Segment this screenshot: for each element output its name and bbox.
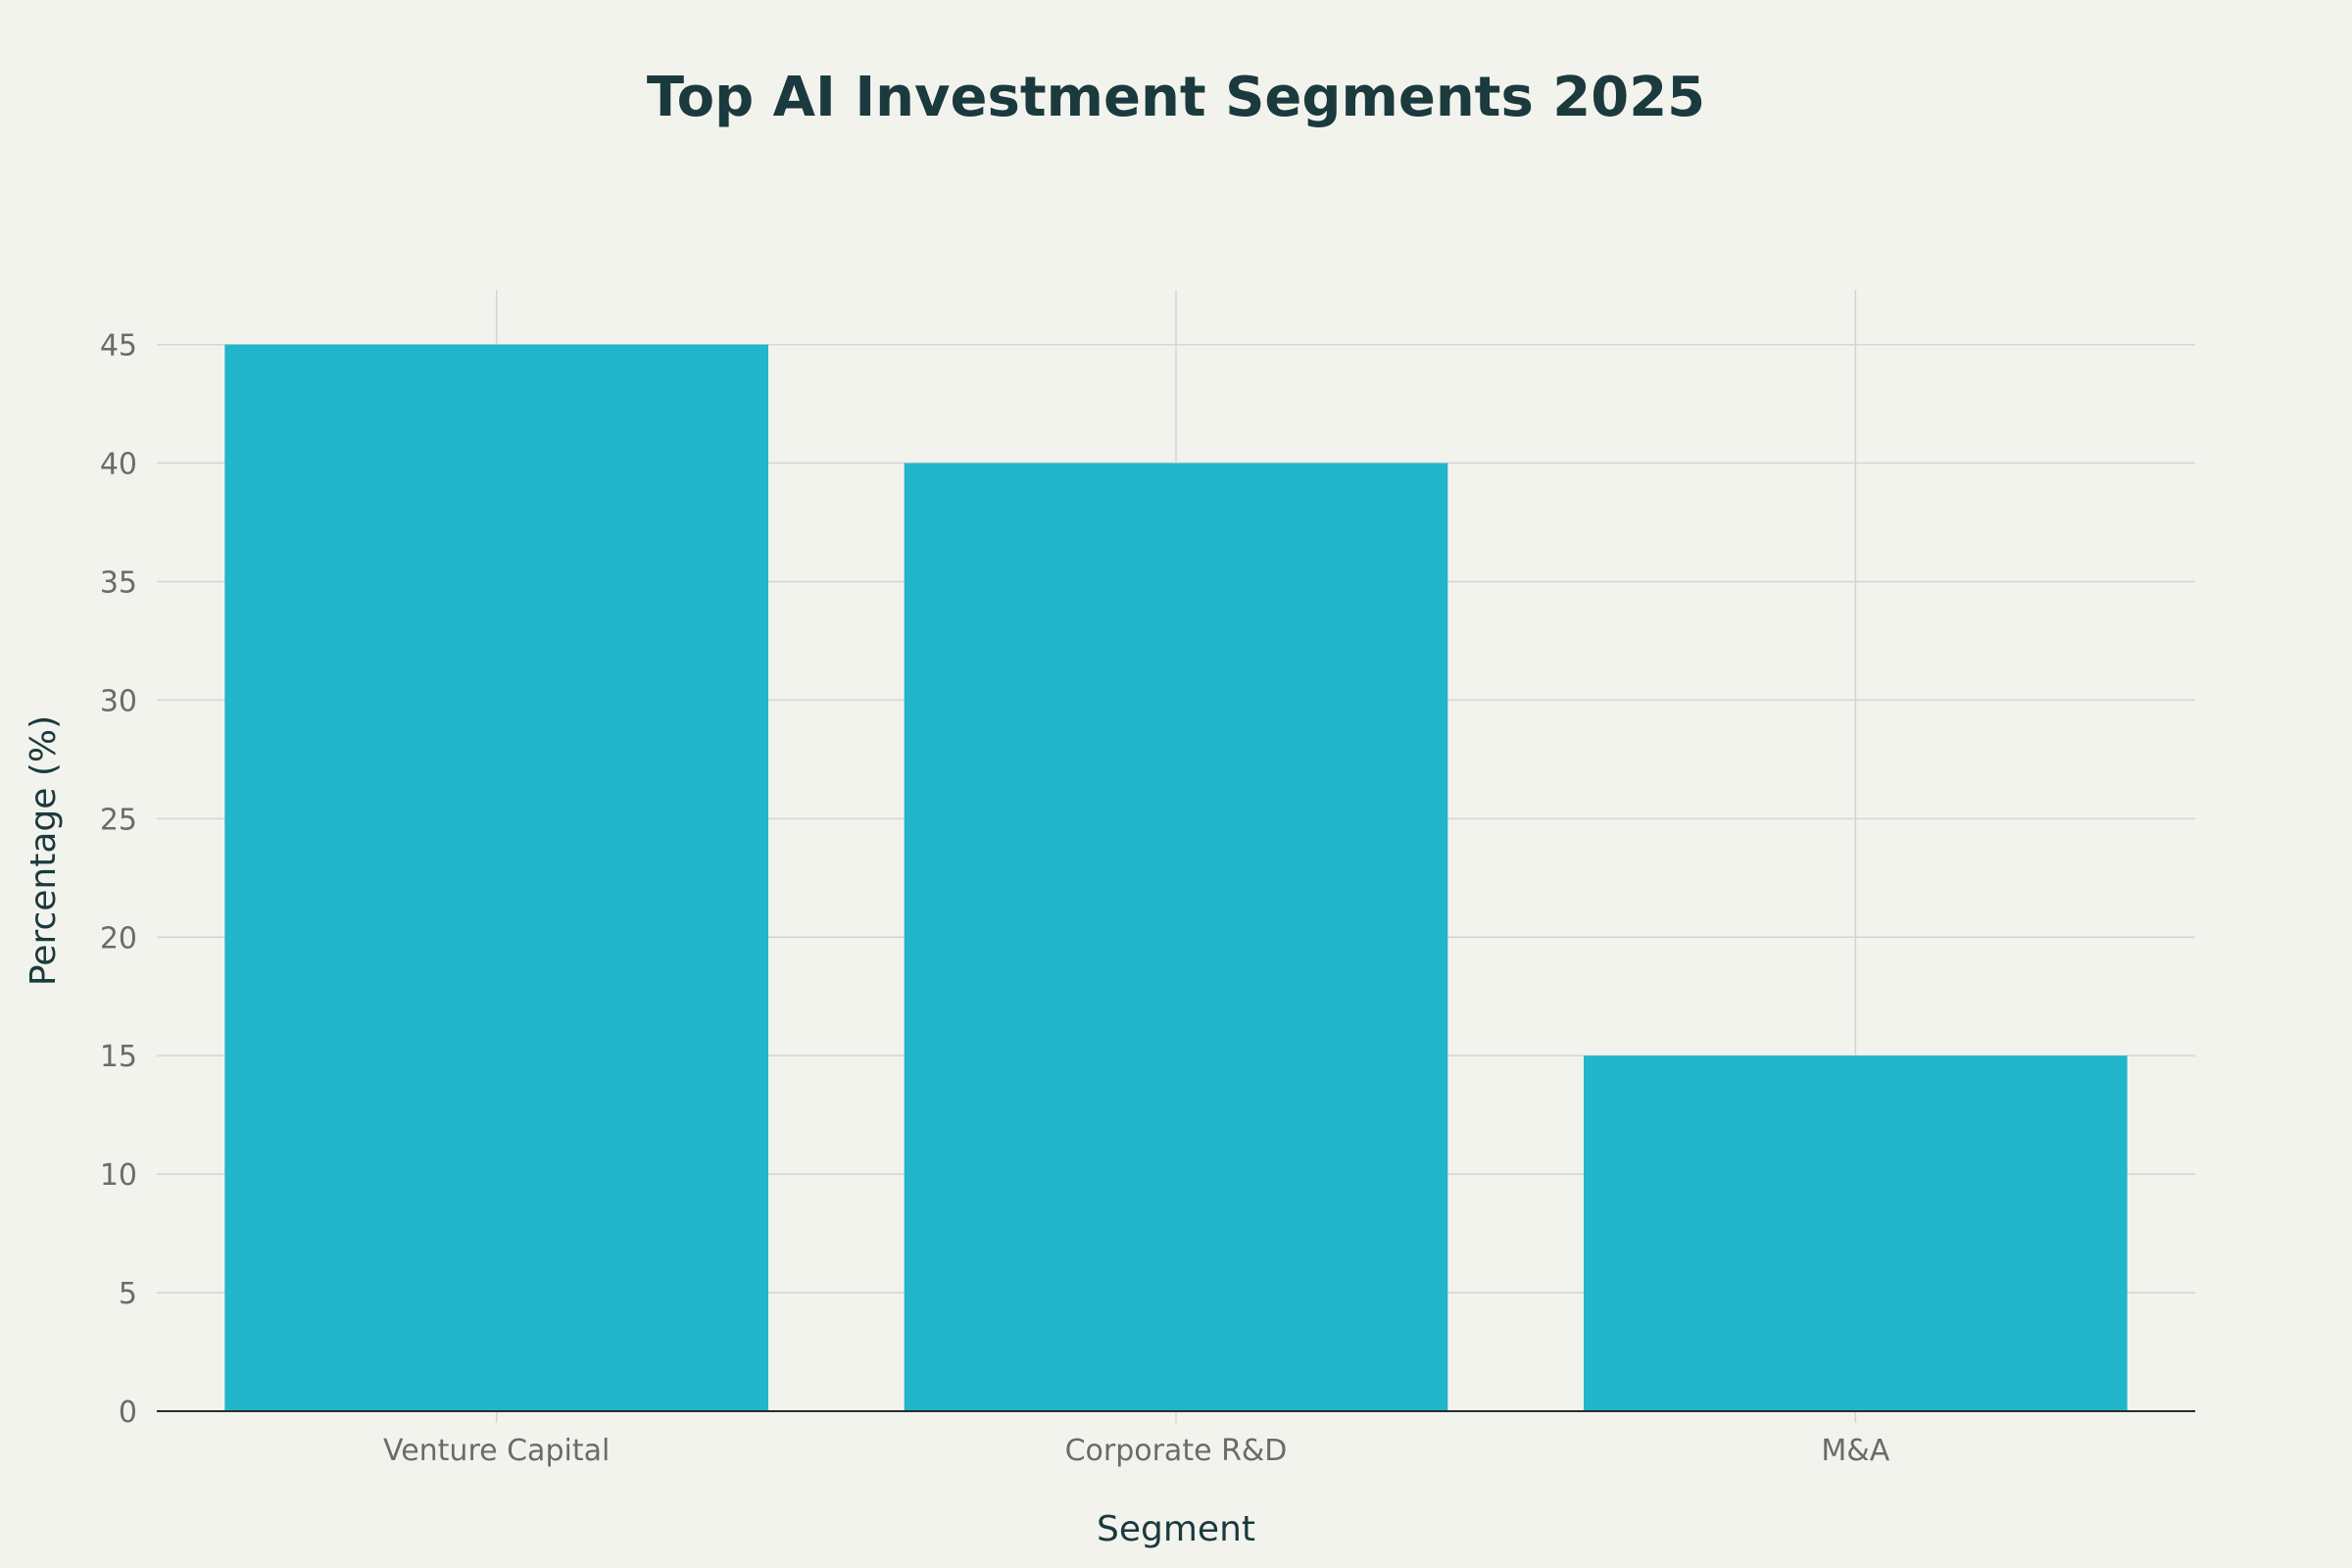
x-tick-label: Venture Capital bbox=[383, 1434, 610, 1468]
y-tick-label: 30 bbox=[100, 684, 137, 718]
y-tick-label: 40 bbox=[100, 448, 137, 482]
y-tick-label: 5 bbox=[119, 1277, 137, 1311]
y-tick-label: 10 bbox=[100, 1158, 137, 1193]
y-tick-labels: 0 5 10 15 20 25 30 35 40 45 bbox=[100, 329, 137, 1430]
y-tick-label: 25 bbox=[100, 803, 137, 837]
y-tick-label: 0 bbox=[119, 1396, 137, 1430]
bars-layer bbox=[224, 344, 2128, 1412]
bar-m-a bbox=[1584, 1055, 2128, 1411]
x-tick-labels: Venture Capital Corporate R&D M&A bbox=[383, 1434, 1890, 1468]
chart-title: Top AI Investment Segments 2025 bbox=[647, 66, 1705, 129]
y-tick-label: 35 bbox=[100, 565, 137, 600]
x-axis-title: Segment bbox=[1097, 1509, 1255, 1549]
bar-venture-capital bbox=[224, 344, 769, 1411]
y-axis-title: Percentage (%) bbox=[24, 715, 64, 986]
x-tick-label: M&A bbox=[1821, 1434, 1889, 1468]
bar-corporate-r-d bbox=[904, 463, 1448, 1412]
y-tick-label: 20 bbox=[100, 921, 137, 956]
x-tick-label: Corporate R&D bbox=[1065, 1434, 1288, 1468]
y-tick-label: 45 bbox=[100, 329, 137, 364]
y-tick-label: 15 bbox=[100, 1040, 137, 1074]
